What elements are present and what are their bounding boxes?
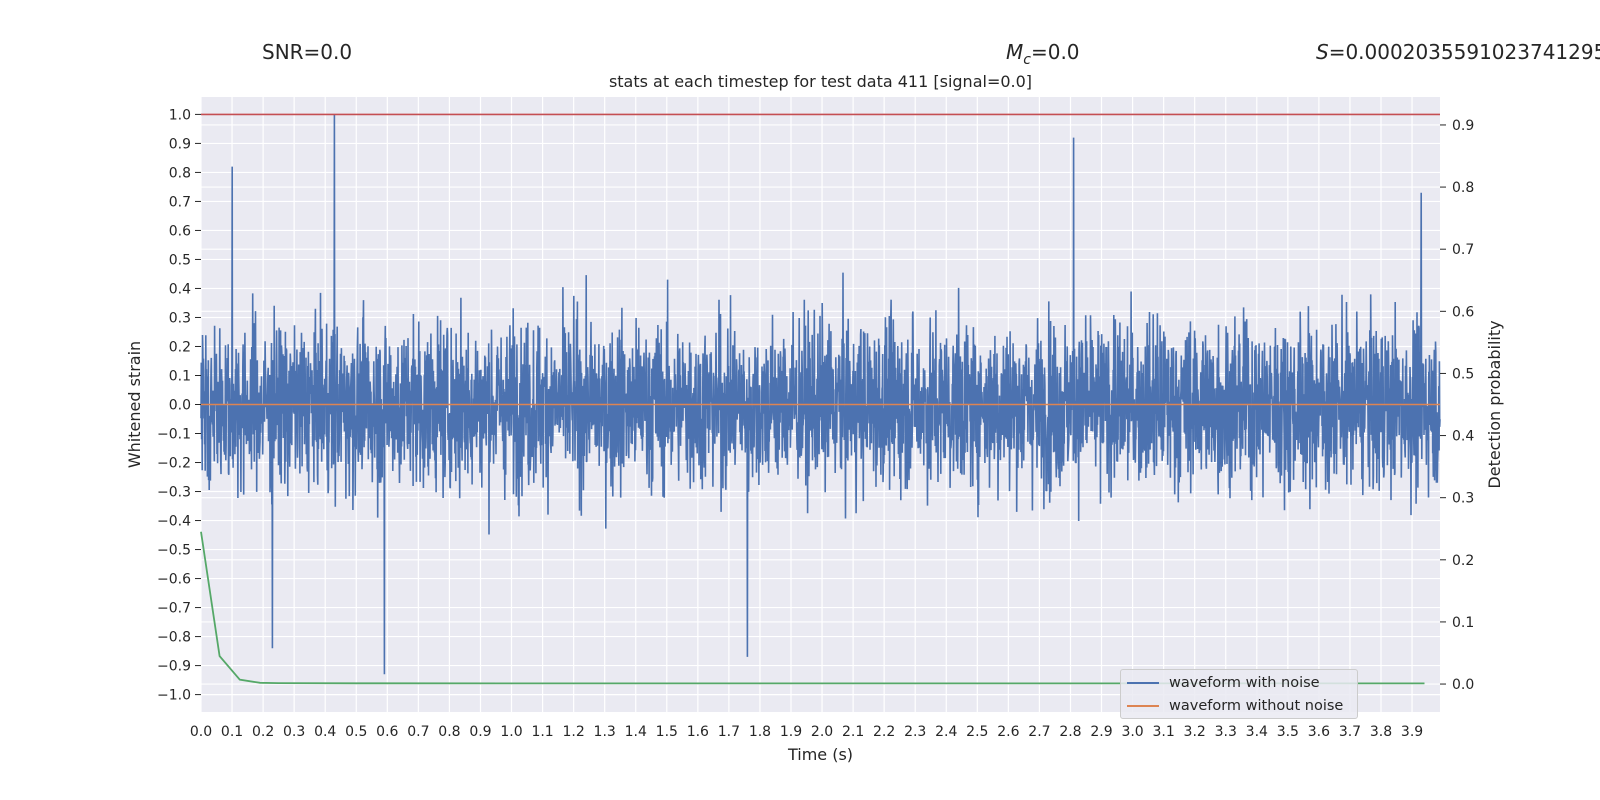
x-tick-label: 0.9 <box>469 724 491 740</box>
mc-subscript: c <box>1023 52 1031 68</box>
y-tick-label: 1.0 <box>169 107 191 123</box>
axes: 0.0 0.1 0.2 0.3 0.4 0.5 0.6 0.7 0.8 0.9 1.0 1.1 1.2 1… <box>157 107 1474 740</box>
x-tick-label: 3.1 <box>1152 724 1174 740</box>
y-tick-label: 0.0 <box>169 398 191 414</box>
x-tick-label: 1.2 <box>562 724 584 740</box>
x-tick-label: 1.7 <box>718 724 740 740</box>
snr-text: SNR=0.0 <box>262 40 353 64</box>
s-value: =0.00020355910237412955 <box>1328 40 1600 64</box>
y-right-tick-label: 0.6 <box>1452 304 1474 320</box>
x-tick-label: 1.3 <box>594 724 616 740</box>
x-tick-label: 0.6 <box>376 724 398 740</box>
legend-swatch-noise <box>1127 682 1159 684</box>
x-tick-label: 3.5 <box>1277 724 1299 740</box>
y-tick-label: 0.6 <box>169 223 191 239</box>
s-label: S=0.00020355910237412955 <box>1316 40 1600 64</box>
x-tick-label: 0.5 <box>345 724 367 740</box>
y-axis-right-label: Detection probability <box>1485 320 1504 488</box>
x-tick-label: 1.8 <box>749 724 771 740</box>
x-tick-label: 3.8 <box>1370 724 1392 740</box>
y-tick-label: 0.1 <box>169 368 191 384</box>
y-tick-label: −0.5 <box>157 543 191 559</box>
y-right-tick-label: 0.4 <box>1452 429 1474 445</box>
legend-item-noise: waveform with noise <box>1127 673 1320 693</box>
x-tick-label: 0.4 <box>314 724 336 740</box>
x-tick-label: 2.2 <box>873 724 895 740</box>
y-right-tick-label: 0.8 <box>1452 180 1474 196</box>
x-tick-label: 0.3 <box>283 724 305 740</box>
x-tick-label: 2.8 <box>1059 724 1081 740</box>
y-tick-label: 0.7 <box>169 194 191 210</box>
x-tick-label: 2.3 <box>904 724 926 740</box>
y-axis-label: Whitened strain <box>125 341 144 468</box>
y-tick-label: −0.6 <box>157 572 191 588</box>
x-tick-label: 2.6 <box>997 724 1019 740</box>
s-symbol: S <box>1316 40 1329 64</box>
y-tick-label: 0.5 <box>169 252 191 268</box>
y-right-tick-label: 0.7 <box>1452 242 1474 258</box>
x-tick-label: 0.8 <box>438 724 460 740</box>
y-tick-label: −0.2 <box>157 456 191 472</box>
x-axis-label: Time (s) <box>787 745 853 764</box>
y-tick-label: −0.7 <box>157 601 191 617</box>
x-tick-label: 3.9 <box>1401 724 1423 740</box>
y-tick-label: −1.0 <box>157 688 191 704</box>
y-tick-label: 0.4 <box>169 281 191 297</box>
x-tick-label: 1.0 <box>500 724 522 740</box>
chirp-mass-label: Mc=0.0 <box>1006 40 1080 68</box>
y-tick-label: −0.4 <box>157 514 191 530</box>
x-tick-label: 1.6 <box>687 724 709 740</box>
x-tick-label: 0.1 <box>221 724 243 740</box>
legend-item-clean: waveform without noise <box>1127 696 1343 716</box>
legend-label-clean: waveform without noise <box>1169 698 1344 714</box>
chart-title: stats at each timestep for test data 411… <box>609 72 1032 91</box>
y-tick-label: −0.9 <box>157 659 191 675</box>
x-tick-label: 2.1 <box>842 724 864 740</box>
y-tick-label: 0.3 <box>169 310 191 326</box>
plot-series <box>200 113 1441 685</box>
x-tick-label: 3.7 <box>1339 724 1361 740</box>
y-tick-label: 0.8 <box>169 165 191 181</box>
y-right-tick-label: 0.1 <box>1452 615 1474 631</box>
noise-waveform-line <box>200 114 1441 675</box>
x-tick-label: 1.9 <box>780 724 802 740</box>
y-tick-label: −0.1 <box>157 427 191 443</box>
x-tick-label: 3.4 <box>1246 724 1268 740</box>
mc-symbol: M <box>1006 40 1024 64</box>
x-tick-label: 2.4 <box>935 724 957 740</box>
x-tick-label: 3.0 <box>1121 724 1143 740</box>
x-tick-label: 2.9 <box>1090 724 1112 740</box>
y-right-tick-label: 0.0 <box>1452 677 1474 693</box>
x-tick-label: 2.5 <box>966 724 988 740</box>
detection-probability-line <box>200 531 1425 685</box>
y-right-tick-label: 0.5 <box>1452 366 1474 382</box>
snr-label: SNR=0.0 <box>262 40 352 64</box>
y-tick-label: −0.3 <box>157 485 191 501</box>
grid <box>200 97 1440 712</box>
legend-swatch-clean <box>1127 705 1159 707</box>
x-tick-label: 3.6 <box>1308 724 1330 740</box>
y-right-tick-label: 0.9 <box>1452 118 1474 134</box>
y-tick-label: 0.9 <box>169 136 191 152</box>
mc-value: =0.0 <box>1030 40 1080 64</box>
y-right-tick-label: 0.2 <box>1452 553 1474 569</box>
x-tick-label: 1.5 <box>656 724 678 740</box>
x-tick-label: 1.4 <box>625 724 647 740</box>
x-tick-label: 0.2 <box>252 724 274 740</box>
y-tick-label: 0.2 <box>169 339 191 355</box>
legend-label-noise: waveform with noise <box>1169 675 1320 691</box>
x-tick-label: 2.7 <box>1028 724 1050 740</box>
x-tick-label: 0.7 <box>407 724 429 740</box>
x-tick-label: 3.3 <box>1215 724 1237 740</box>
legend: waveform with noise waveform without noi… <box>1120 669 1358 719</box>
x-tick-label: 3.2 <box>1184 724 1206 740</box>
x-tick-label: 1.1 <box>531 724 553 740</box>
y-right-tick-label: 0.3 <box>1452 491 1474 507</box>
x-tick-label: 2.0 <box>811 724 833 740</box>
x-tick-label: 0.0 <box>190 724 212 740</box>
y-tick-label: −0.8 <box>157 630 191 646</box>
